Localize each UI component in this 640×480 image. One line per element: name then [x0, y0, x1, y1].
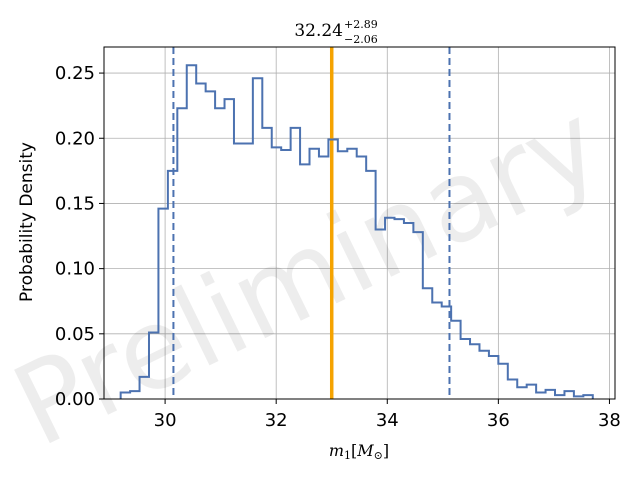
- histogram-bin: [583, 395, 592, 399]
- histogram-bin: [291, 128, 300, 399]
- histogram-bin: [498, 364, 507, 399]
- histogram-bin: [328, 140, 337, 399]
- histogram-step-line: [119, 64, 594, 399]
- histogram-bin: [234, 143, 243, 399]
- x-axis-ticks: 30 32 34 36 38: [154, 399, 621, 431]
- histogram-bin: [442, 306, 451, 399]
- histogram-bin: [149, 333, 158, 399]
- histogram-bin: [319, 157, 328, 399]
- histogram-bin: [423, 288, 432, 399]
- plot-frame: [103, 46, 616, 400]
- y-tick-label: 0.00: [55, 389, 95, 410]
- y-tick-label: 0.05: [55, 324, 95, 345]
- x-tick-label: 34: [376, 410, 399, 431]
- histogram-bin: [140, 377, 149, 399]
- y-tick-label: 0.10: [55, 259, 95, 280]
- histogram-bin: [366, 171, 375, 399]
- histogram-bin: [357, 157, 366, 399]
- histogram-bin: [121, 392, 130, 399]
- histogram-bin: [536, 392, 545, 399]
- histogram-bin: [479, 351, 488, 399]
- x-tick-label: 30: [154, 410, 177, 431]
- histogram-bin: [508, 379, 517, 399]
- histogram-bin: [253, 78, 262, 399]
- histogram-bin: [262, 128, 271, 399]
- histogram-bin: [130, 391, 139, 399]
- y-tick-label: 0.15: [55, 193, 95, 214]
- histogram-bin: [272, 147, 281, 399]
- histogram-bin: [385, 218, 394, 399]
- histogram-bin: [225, 99, 234, 399]
- histogram-bin: [281, 150, 290, 399]
- histogram-bin: [196, 84, 205, 399]
- histogram-bin: [564, 391, 573, 399]
- title-lower-error: −2.06: [344, 33, 378, 46]
- y-axis-ticks: 0.00 0.05 0.10 0.15 0.20 0.25: [55, 63, 104, 410]
- y-axis-label: Probability Density: [17, 142, 37, 302]
- histogram-bin: [555, 395, 564, 399]
- histogram-bin: [404, 223, 413, 399]
- y-tick-label: 0.25: [55, 63, 95, 84]
- histogram-bin: [177, 108, 186, 399]
- histogram-bin: [310, 149, 319, 399]
- histogram-bin: [215, 108, 224, 399]
- histogram-bin: [243, 143, 252, 399]
- credible-interval-lines: [172, 47, 451, 399]
- histogram-bin: [517, 387, 526, 399]
- title-upper-error: +2.89: [344, 18, 378, 31]
- histogram-bin: [376, 230, 385, 399]
- title-value: 32.24: [294, 21, 343, 41]
- histogram-bin: [158, 209, 167, 399]
- histogram-bin: [394, 219, 403, 399]
- histogram-bin: [300, 164, 309, 399]
- histogram-bin: [432, 303, 441, 399]
- x-tick-label: 32: [265, 410, 288, 431]
- histogram-bin: [206, 91, 215, 399]
- histogram-bin: [527, 385, 536, 399]
- histogram-bin: [347, 149, 356, 399]
- histogram-bin: [546, 390, 555, 399]
- histogram-bin: [461, 339, 470, 399]
- chart-title: 32.24 +2.89 −2.06: [294, 18, 377, 46]
- histogram-bin: [187, 65, 196, 399]
- histogram-bin: [451, 321, 460, 399]
- histogram-bin: [489, 356, 498, 399]
- x-tick-label: 38: [598, 410, 621, 431]
- histogram-bin: [168, 171, 177, 399]
- x-tick-label: 36: [487, 410, 510, 431]
- histogram-bin: [470, 344, 479, 399]
- histogram-bin: [413, 232, 422, 399]
- y-tick-label: 0.20: [55, 128, 95, 149]
- x-axis-label: m1[M⊙]: [329, 441, 389, 462]
- histogram: [119, 64, 594, 399]
- histogram-bin: [338, 151, 347, 399]
